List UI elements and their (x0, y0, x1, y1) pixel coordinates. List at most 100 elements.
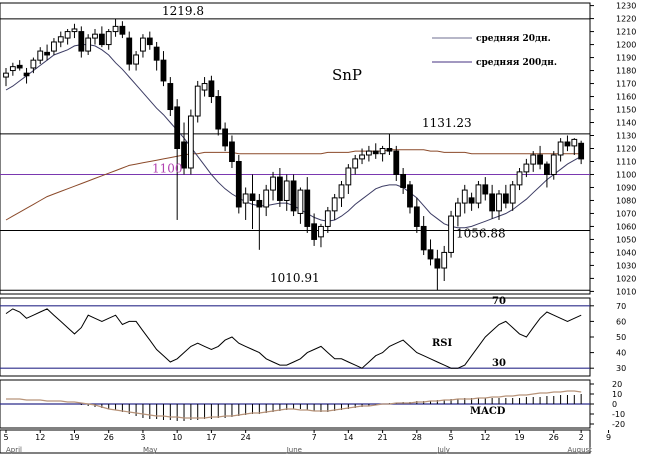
candle-body-78 (537, 154, 543, 165)
price-tick-label-3: 1040 (616, 248, 636, 257)
price-tick-label-10: 1110 (616, 157, 636, 166)
candle-body-5 (37, 50, 44, 61)
price-tick-label-14: 1150 (616, 106, 636, 115)
price-tick-label-7: 1080 (616, 196, 636, 205)
candle-body-13 (92, 33, 98, 39)
candle-body-29 (201, 83, 208, 91)
price-tick-label-5: 1060 (616, 222, 636, 231)
x-day-label-12: 5 (449, 433, 454, 442)
candle-body-36 (249, 193, 256, 201)
candle-body-54 (372, 150, 379, 155)
candle-body-6 (44, 51, 50, 56)
candle-body-0 (3, 72, 9, 78)
candle-body-69 (475, 184, 482, 204)
candle-body-61 (420, 225, 427, 251)
price-tick-label-2: 1030 (616, 261, 636, 270)
macd-tick-label-4: 20 (612, 380, 622, 389)
x-day-label-10: 21 (377, 433, 387, 442)
candle-body-52 (359, 154, 365, 160)
candle-body-42 (290, 180, 297, 212)
price-tick-label-8: 1090 (616, 183, 636, 192)
candle-body-34 (235, 160, 242, 208)
x-month-label-2: June (286, 446, 302, 454)
price-tick-label-6: 1070 (616, 209, 636, 218)
x-month-label-0: April (6, 446, 22, 454)
candle-body-70 (482, 184, 489, 195)
candle-body-19 (133, 54, 139, 65)
candle-body-60 (413, 206, 420, 227)
candle-body-72 (496, 193, 502, 212)
rsi-tick-label-0: 30 (616, 364, 626, 373)
candle-body-17 (119, 25, 126, 35)
price-tick-label-13: 1140 (616, 119, 636, 128)
candle-body-10 (71, 28, 78, 33)
x-day-label-3: 26 (104, 433, 114, 442)
sma200-line (5, 149, 582, 221)
candle-body-65 (448, 215, 454, 253)
x-month-label-3: July (436, 446, 450, 454)
x-day-label-2: 19 (69, 433, 79, 442)
candle-body-37 (256, 199, 263, 208)
candle-body-12 (85, 37, 92, 52)
rsi-line (5, 308, 582, 369)
candle-body-27 (187, 115, 194, 169)
x-day-label-1: 12 (35, 433, 45, 442)
candle-body-75 (516, 171, 523, 186)
candle-body-3 (23, 72, 30, 77)
candle-body-49 (338, 184, 345, 199)
candle-body-56 (386, 148, 393, 152)
rsi-tick-label-1: 40 (616, 349, 626, 358)
candle-body-59 (407, 184, 413, 208)
candle-body-64 (441, 251, 448, 269)
rsi-tick-label-2: 50 (616, 333, 626, 342)
price-tick-label-17: 1180 (616, 67, 636, 76)
candle-body-11 (78, 31, 85, 52)
candle-body-43 (297, 189, 304, 214)
macd-tick-label-3: 10 (612, 390, 622, 399)
legend-label-sma20: средняя 20дн. (476, 34, 551, 44)
price-annotation-2: 1100 (152, 161, 183, 175)
candle-body-31 (215, 96, 222, 130)
x-day-label-15: 26 (549, 433, 559, 442)
chart-title: SnP (332, 66, 362, 84)
price-tick-label-11: 1120 (616, 145, 636, 154)
candle-body-7 (51, 41, 57, 52)
candle-body-63 (434, 258, 441, 269)
x-day-label-6: 17 (206, 433, 216, 442)
candle-body-71 (489, 193, 496, 212)
x-day-label-16: 2 (579, 433, 584, 442)
price-annotation-1: 1131.23 (422, 116, 472, 130)
candle-body-32 (222, 128, 229, 147)
x-day-label-9: 14 (343, 433, 353, 442)
price-tick-label-0: 1010 (616, 287, 636, 296)
candle-body-79 (544, 163, 550, 175)
x-month-label-4: August (567, 446, 592, 454)
rsi-level-label-0: 70 (492, 296, 506, 307)
price-tick-label-4: 1050 (616, 235, 636, 244)
candle-body-8 (57, 36, 64, 43)
candle-body-41 (283, 180, 290, 201)
candle-body-14 (98, 33, 105, 46)
candle-body-24 (167, 83, 174, 111)
x-day-label-14: 19 (514, 433, 524, 442)
candle-body-16 (112, 25, 119, 33)
candle-body-83 (571, 138, 578, 147)
candle-body-57 (393, 150, 400, 175)
candle-body-25 (174, 106, 181, 150)
candle-body-45 (311, 223, 318, 240)
price-tick-label-18: 1190 (616, 54, 636, 63)
candle-body-50 (345, 167, 352, 186)
x-day-label-0: 5 (3, 433, 8, 442)
candle-body-21 (146, 37, 153, 46)
rsi-tick-label-4: 70 (616, 302, 626, 311)
candle-body-22 (153, 46, 160, 61)
candle-body-51 (352, 158, 359, 169)
candle-body-28 (194, 85, 201, 117)
candle-body-62 (427, 249, 434, 260)
price-tick-label-22: 1230 (616, 2, 636, 11)
x-axis-frame (0, 429, 591, 454)
candle-body-4 (30, 59, 37, 69)
candle-body-44 (304, 189, 311, 227)
candle-body-68 (468, 197, 475, 204)
candle-body-23 (160, 59, 167, 82)
